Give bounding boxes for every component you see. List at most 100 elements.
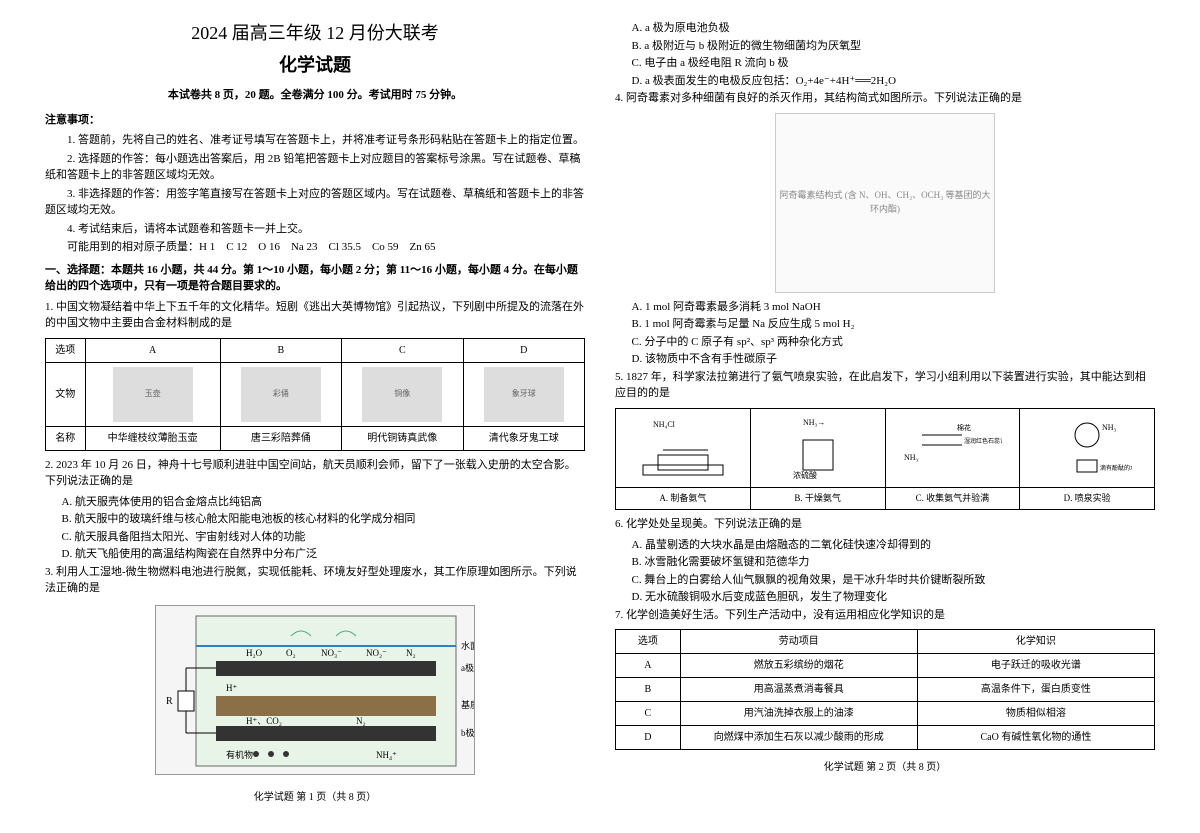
svg-text:浓硫酸: 浓硫酸 [793, 470, 817, 480]
q3-opt-d: D. a 极表面发生的电极反应包括：O₂+4e⁻+4H⁺══2H₂O [632, 73, 1156, 90]
q7-h1: 选项 [616, 630, 681, 654]
q7-c-proj: 用汽油洗掉衣服上的油漆 [680, 702, 917, 726]
q6-opt-a: A. 晶莹剔透的大块水晶是由熔融态的二氧化硅快速冷却得到的 [632, 537, 1156, 554]
nh4-label: NH₄⁺ [376, 750, 397, 760]
section1-title: 一、选择题：本题共 16 小题，共 44 分。第 1～10 小题，每小题 2 分… [45, 262, 585, 295]
artifact-image-a: 玉壶 [113, 367, 193, 422]
exp-c-apparatus: NH₃ 棉花湿润红色石蕊试纸 [890, 413, 1016, 483]
q2-opt-c: C. 航天服具备阻挡太阳光、宇宙射线对人体的功能 [62, 529, 586, 546]
q6-stem: 6. 化学处处呈现美。下列说法正确的是 [615, 516, 1155, 533]
svg-text:NH₄Cl: NH₄Cl [653, 420, 676, 429]
q3-opt-c: C. 电子由 a 极经电阻 R 流向 b 极 [632, 55, 1156, 72]
exam-info: 本试卷共 8 页，20 题。全卷满分 100 分。考试用时 75 分钟。 [45, 87, 585, 104]
right-column: A. a 极为原电池负极 B. a 极附近与 b 极附近的微生物细菌均为厌氧型 … [600, 20, 1170, 813]
q1-stem: 1. 中国文物凝结着中华上下五千年的文化精华。短剧《逃出大英博物馆》引起热议，下… [45, 299, 585, 332]
footer-page1: 化学试题 第 1 页（共 8 页） [45, 790, 585, 805]
q6-opt-d: D. 无水硫酸铜吸水后变成蓝色胆矾，发生了物理变化 [632, 589, 1156, 606]
q7-a-proj: 燃放五彩缤纷的烟花 [680, 654, 917, 678]
q1-row-opt-label: 选项 [46, 338, 86, 362]
molecule-structure: 阿奇霉素结构式 (含 N、OH、CH₃、OCH₃ 等基团的大环内酯) [775, 113, 995, 293]
organic-label: 有机物 [226, 749, 253, 760]
q1-name-d: 清代象牙鬼工球 [463, 426, 584, 450]
svg-text:NH₃: NH₃ [904, 453, 919, 462]
q7-h2: 劳动项目 [680, 630, 917, 654]
q3-opt-b: B. a 极附近与 b 极附近的微生物细菌均为厌氧型 [632, 38, 1156, 55]
svg-text:棉花: 棉花 [957, 423, 971, 432]
title-main: 2024 届高三年级 12 月份大联考 [45, 20, 585, 47]
no2-label: NO₂⁻ [366, 648, 387, 658]
footer-page2: 化学试题 第 2 页（共 8 页） [615, 760, 1155, 775]
fuel-cell-diagram: 水面 a极 基质 b极 有机物 R H₂O O₂ NO₃⁻ NO₂⁻ N₂ H⁺… [155, 605, 475, 775]
q3-diagram: 水面 a极 基质 b极 有机物 R H₂O O₂ NO₃⁻ NO₂⁻ N₂ H⁺… [45, 605, 585, 781]
q6-opt-b: B. 冰雪融化需要破坏氢键和范德华力 [632, 554, 1156, 571]
q2-stem: 2. 2023 年 10 月 26 日，神舟十七号顺利进驻中国空间站，航天员顺利… [45, 457, 585, 490]
water-label: 水面 [461, 640, 475, 651]
svg-text:NH₃: NH₃ [1102, 423, 1117, 432]
q7-h3: 化学知识 [917, 630, 1154, 654]
q5-label-c: C. 收集氨气并验满 [885, 487, 1020, 510]
q1-name-b: 唐三彩陪葬俑 [220, 426, 341, 450]
notice-item-3: 3. 非选择题的作答：用签字笔直接写在答题卡上对应的答题区域内。写在试题卷、草稿… [45, 186, 585, 219]
q7-c-know: 物质相似相溶 [917, 702, 1154, 726]
svg-text:滴有酚酞的水溶液: 滴有酚酞的水溶液 [1100, 464, 1132, 472]
resistor-label: R [166, 696, 173, 707]
q7-stem: 7. 化学创造美好生活。下列生产活动中，没有运用相应化学知识的是 [615, 607, 1155, 624]
q1-opt-d: D [463, 338, 584, 362]
q2-opt-d: D. 航天飞船使用的高温结构陶瓷在自然界中分布广泛 [62, 546, 586, 563]
notice-item-4: 4. 考试结束后，请将本试题卷和答题卡一并上交。 [45, 221, 585, 238]
q7-a-know: 电子跃迁的吸收光谱 [917, 654, 1154, 678]
n2-label-bottom: N₂ [356, 716, 366, 726]
q3-opt-a: A. a 极为原电池负极 [632, 20, 1156, 37]
svg-text:NH₃→: NH₃→ [803, 418, 825, 427]
left-column: 2024 届高三年级 12 月份大联考 化学试题 本试卷共 8 页，20 题。全… [30, 20, 600, 813]
q2-opt-a: A. 航天服壳体使用的铝合金熔点比纯铝高 [62, 494, 586, 511]
q5-table: NH₄Cl NH₃→浓硫酸 NH₃棉花湿润红色石蕊试纸 NH₃滴有酚酞的水溶液 … [615, 408, 1155, 511]
q5-label-b: B. 干燥氨气 [750, 487, 885, 510]
exp-a-apparatus: NH₄Cl [620, 413, 746, 483]
q7-b-proj: 用高温蒸煮消毒餐具 [680, 678, 917, 702]
q7-d-opt: D [616, 726, 681, 750]
q4-opt-b: B. 1 mol 阿奇霉素与足量 Na 反应生成 5 mol H₂ [632, 316, 1156, 333]
h2o-label: H₂O [246, 648, 263, 658]
q7-table: 选项 劳动项目 化学知识 A燃放五彩缤纷的烟花电子跃迁的吸收光谱 B用高温蒸煮消… [615, 629, 1155, 750]
substrate-label: 基质 [461, 699, 475, 710]
q7-d-know: CaO 有碱性氧化物的通性 [917, 726, 1154, 750]
n2-label-top: N₂ [406, 648, 416, 658]
notice-item-2: 2. 选择题的作答：每小题选出答案后，用 2B 铅笔把答题卡上对应题目的答案标号… [45, 151, 585, 184]
q7-b-know: 高温条件下，蛋白质变性 [917, 678, 1154, 702]
no3-label: NO₃⁻ [321, 648, 342, 658]
q4-opt-c: C. 分子中的 C 原子有 sp²、sp³ 两种杂化方式 [632, 334, 1156, 351]
exp-b-apparatus: NH₃→ 浓硫酸 [755, 413, 881, 483]
notice-title: 注意事项： [45, 112, 585, 129]
q1-table: 选项 A B C D 文物 玉壶 彩俑 铜像 象牙球 名称 中华缠枝纹薄胎玉壶 … [45, 338, 585, 451]
b-electrode-label: b极 [461, 727, 475, 738]
q5-label-d: D. 喷泉实验 [1020, 487, 1155, 510]
q1-row-artifact-label: 文物 [46, 362, 86, 426]
artifact-image-c: 铜像 [362, 367, 442, 422]
o2-label: O₂ [286, 648, 296, 658]
artifact-image-b: 彩俑 [241, 367, 321, 422]
q4-opt-d: D. 该物质中不含有手性碳原子 [632, 351, 1156, 368]
q5-stem: 5. 1827 年，科学家法拉第进行了氨气喷泉实验，在此启发下，学习小组利用以下… [615, 369, 1155, 402]
artifact-image-d: 象牙球 [484, 367, 564, 422]
q2-opt-b: B. 航天服中的玻璃纤维与核心舱太阳能电池板的核心材料的化学成分相同 [62, 511, 586, 528]
q1-opt-a: A [85, 338, 220, 362]
svg-text:湿润红色石蕊试纸: 湿润红色石蕊试纸 [964, 437, 1002, 445]
q1-row-name-label: 名称 [46, 426, 86, 450]
q7-a-opt: A [616, 654, 681, 678]
q1-name-a: 中华缠枝纹薄胎玉壶 [85, 426, 220, 450]
q4-opt-a: A. 1 mol 阿奇霉素最多消耗 3 mol NaOH [632, 299, 1156, 316]
hco2-label: H⁺、CO₂ [246, 716, 282, 726]
q5-label-a: A. 制备氨气 [616, 487, 751, 510]
atomic-mass: 可能用到的相对原子质量：H 1 C 12 O 16 Na 23 Cl 35.5 … [45, 239, 585, 256]
q1-opt-b: B [220, 338, 341, 362]
notice-item-1: 1. 答题前，先将自己的姓名、准考证号填写在答题卡上，并将准考证号条形码粘贴在答… [45, 132, 585, 149]
q3-stem: 3. 利用人工湿地-微生物燃料电池进行脱氮，实现低能耗、环境友好型处理废水，其工… [45, 564, 585, 597]
q6-opt-c: C. 舞台上的白雾给人仙气飘飘的视角效果，是干冰升华时共价键断裂所致 [632, 572, 1156, 589]
q4-stem: 4. 阿奇霉素对多种细菌有良好的杀灭作用，其结构简式如图所示。下列说法正确的是 [615, 90, 1155, 107]
q7-b-opt: B [616, 678, 681, 702]
q1-opt-c: C [342, 338, 463, 362]
q1-name-c: 明代铜铸真武像 [342, 426, 463, 450]
q7-c-opt: C [616, 702, 681, 726]
a-electrode-label: a极 [461, 662, 474, 673]
